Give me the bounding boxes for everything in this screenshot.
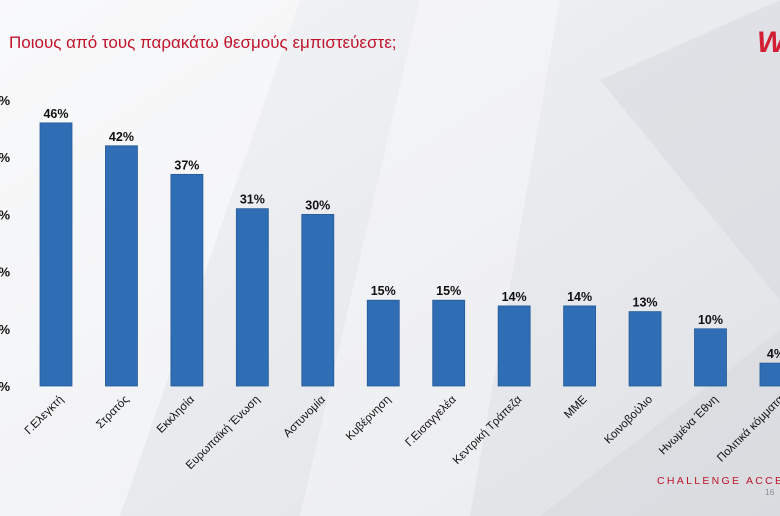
data-label: 10%	[698, 313, 723, 327]
data-label: 15%	[436, 284, 461, 298]
y-tick-label: %	[0, 93, 10, 108]
x-tick-label: Γ.Εισαγγελέα	[403, 393, 459, 449]
slide-title: Ποιους από τους παρακάτω θεσμούς εμπιστε…	[9, 33, 397, 52]
x-tick-label: Πολιτικά κόμματα	[715, 393, 780, 464]
data-label: 31%	[240, 193, 265, 207]
y-tick-label: %	[0, 265, 10, 280]
x-tick-label: Ηνωμένα Έθνη	[657, 394, 721, 458]
x-tick-label: Εκκλησία	[155, 393, 197, 435]
x-tick-label: Γ.Ελεγκτή	[23, 394, 66, 437]
company-logo: W	[757, 26, 780, 59]
bar	[694, 328, 727, 387]
y-tick-label: %	[0, 379, 10, 394]
bar	[301, 213, 335, 387]
data-label: 30%	[305, 198, 330, 212]
bar	[628, 311, 662, 387]
data-label: 13%	[633, 296, 658, 310]
x-tick-label: Κυβέρνηση	[344, 394, 393, 443]
y-tick-label: %	[0, 322, 10, 337]
x-tick-label: Ευρωπαϊκή Ένωση	[184, 394, 262, 472]
data-label: 42%	[109, 130, 134, 144]
footer-tagline: CHALLENGE ACCE	[657, 475, 780, 487]
x-tick-label: Αστυνομία	[282, 393, 329, 440]
y-tick-label: %	[0, 207, 10, 222]
bar	[235, 208, 269, 387]
bar	[432, 299, 466, 387]
data-label: 46%	[43, 107, 68, 121]
data-label: 37%	[174, 158, 199, 172]
y-tick-label: %	[0, 150, 10, 165]
x-tick-label: Κεντρική Τράπεζα	[451, 393, 524, 466]
bar	[366, 299, 400, 387]
bar	[105, 145, 138, 387]
x-tick-label: Στρατός	[94, 393, 132, 431]
bar	[170, 173, 204, 387]
data-label: 15%	[371, 284, 396, 298]
bar	[759, 362, 780, 387]
bar	[563, 305, 596, 387]
x-tick-label: ΜΜΕ	[562, 393, 590, 421]
data-label: 14%	[567, 290, 592, 304]
x-tick-label: Κοινοβούλιο	[602, 394, 655, 447]
data-label: 4%	[767, 347, 780, 361]
bar	[39, 122, 73, 387]
data-label: 14%	[502, 290, 527, 304]
bar	[497, 305, 531, 387]
page-number: 16	[765, 487, 775, 497]
